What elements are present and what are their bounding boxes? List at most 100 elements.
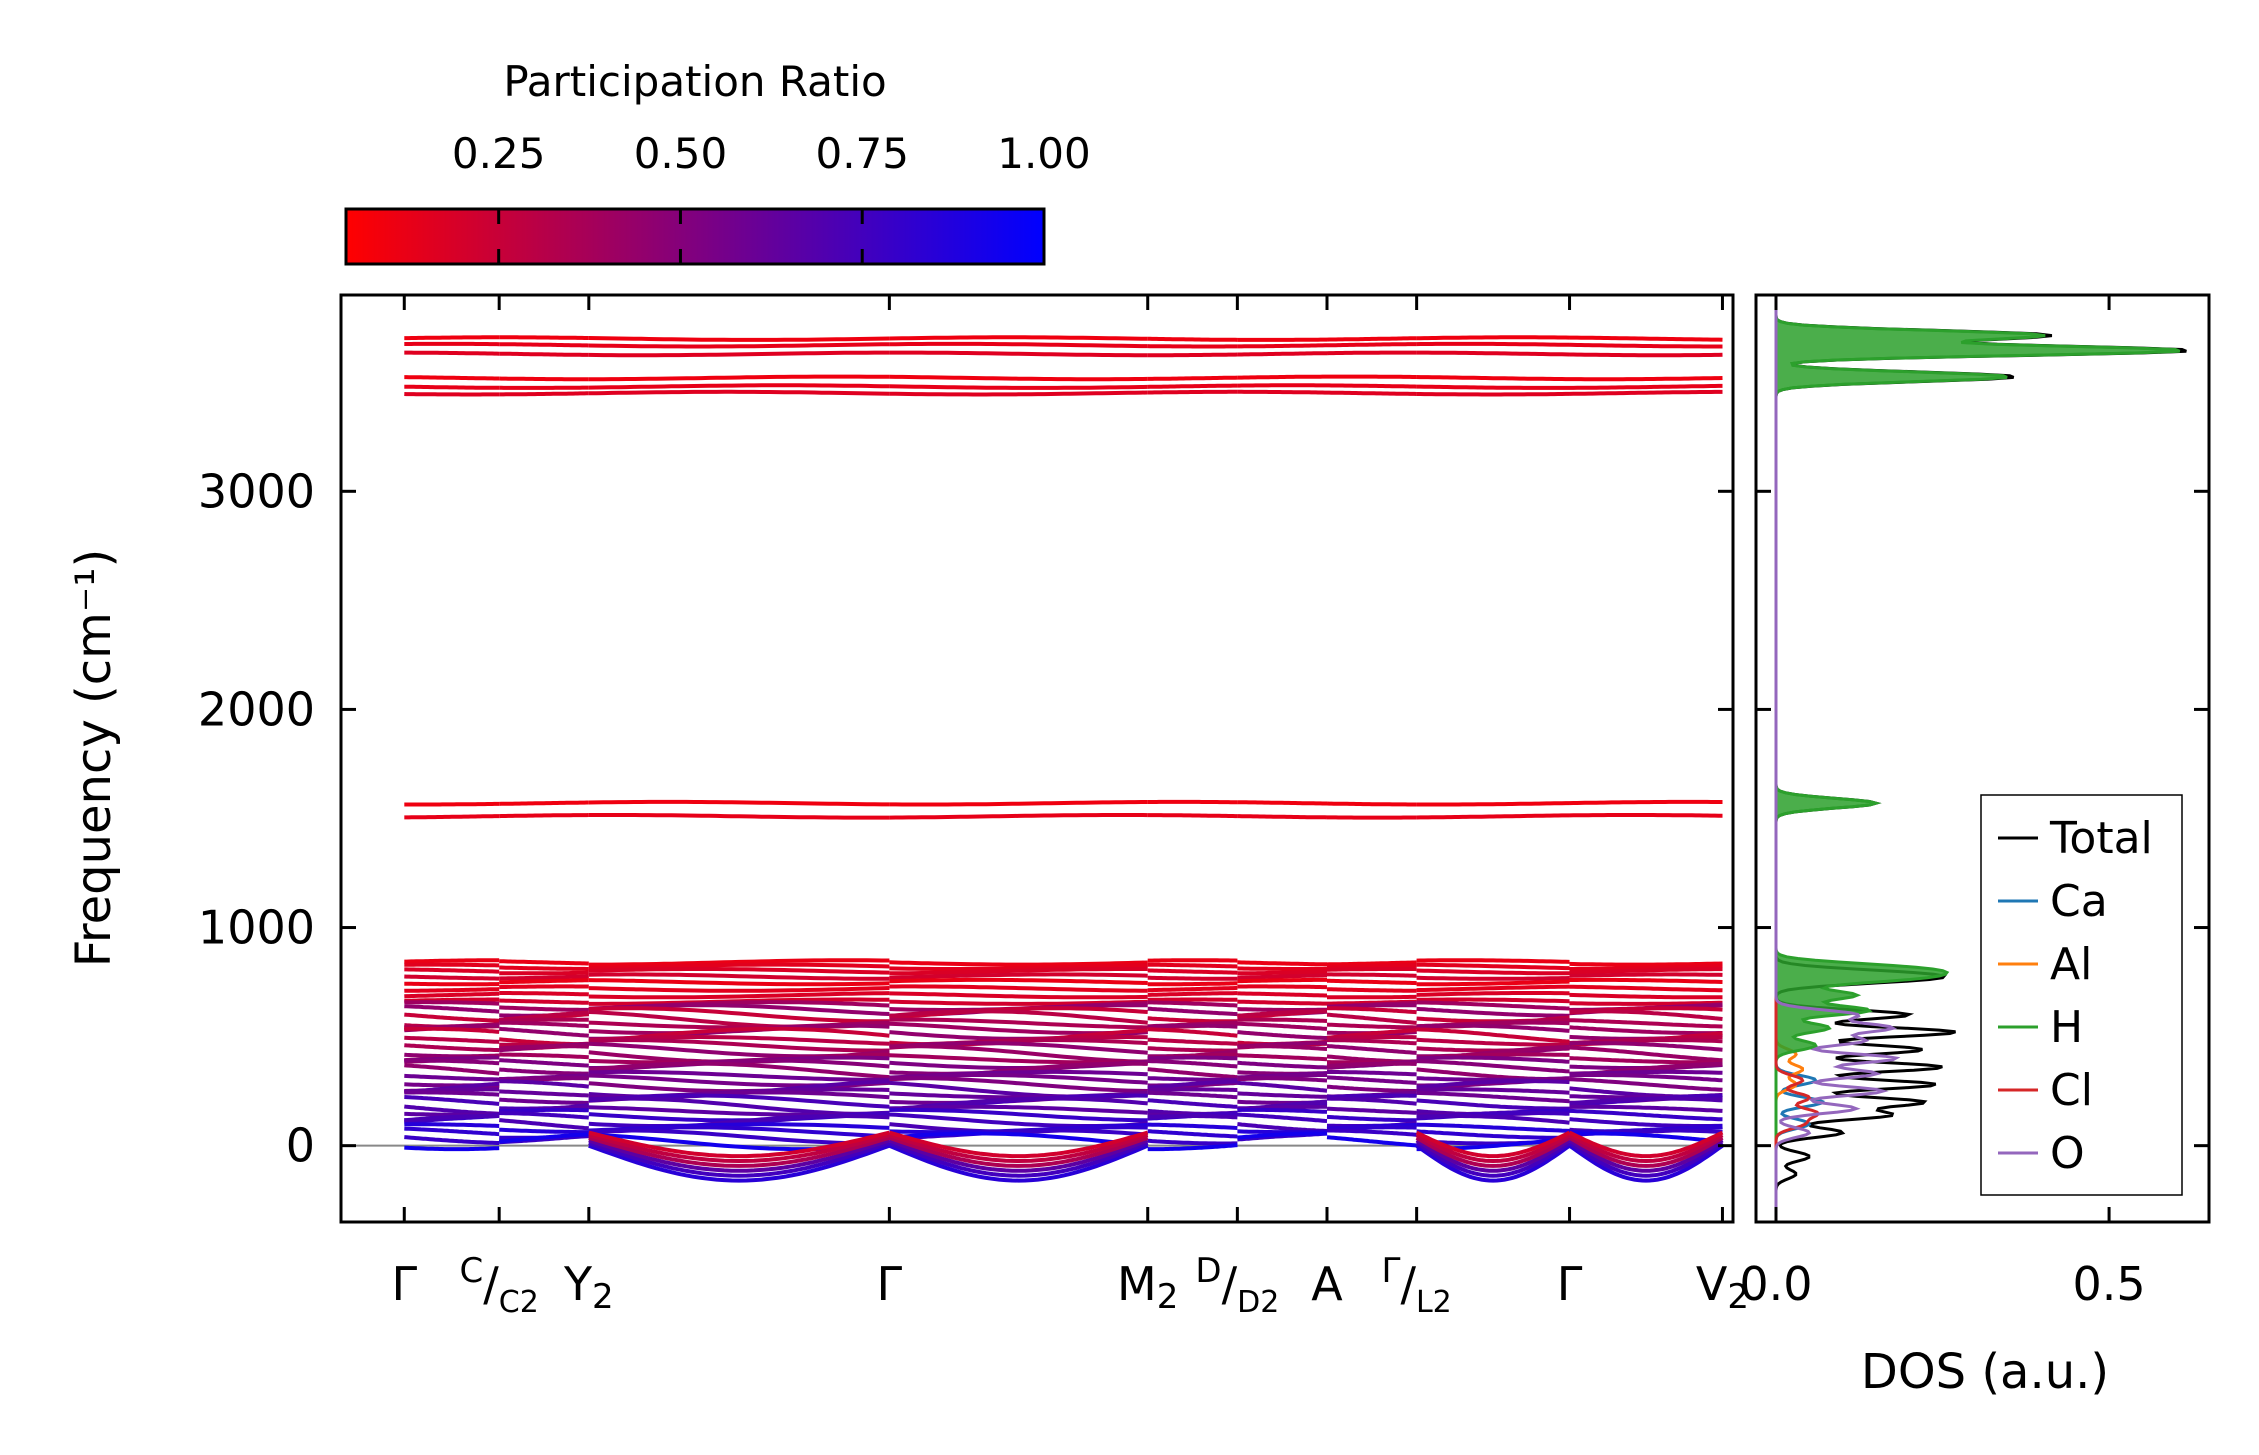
band-line — [499, 991, 589, 997]
kpoint-sub: D2 — [1237, 1285, 1279, 1320]
band-line — [1415, 1136, 1571, 1168]
dos-x-axis-label: DOS (a.u.) — [1861, 1344, 2109, 1400]
band-line — [1237, 1017, 1328, 1023]
band-line — [1569, 1131, 1723, 1144]
band-line — [1147, 1098, 1238, 1109]
band-line — [888, 1135, 1149, 1168]
colorbar-title: Participation Ratio — [503, 57, 886, 106]
band-line — [588, 1035, 890, 1046]
band-line — [1416, 1037, 1570, 1047]
band-line — [499, 1079, 589, 1089]
band-line — [1237, 1060, 1328, 1070]
band-line — [889, 1104, 1148, 1115]
band-line — [1416, 997, 1570, 1004]
dos-x-tick-label: 0.5 — [2072, 1257, 2145, 1311]
legend-label-o: O — [2050, 1128, 2085, 1179]
band-line — [1147, 1016, 1238, 1024]
band-line — [1147, 1059, 1238, 1069]
band-line — [1147, 352, 1238, 358]
band-line — [889, 1044, 1148, 1064]
band-line — [888, 1130, 1149, 1159]
band-line — [1416, 1122, 1570, 1133]
band-line — [889, 1073, 1148, 1085]
kpoint-subscript: 2 — [1727, 1277, 1749, 1317]
kpoint-label: Γ — [1557, 1257, 1583, 1311]
band-line — [1237, 1009, 1327, 1018]
band-line — [499, 1089, 589, 1098]
y-tick-label: 0 — [286, 1119, 315, 1173]
band-line — [1237, 343, 1327, 349]
band-line — [404, 350, 500, 356]
band-line — [1569, 342, 1723, 349]
band-line — [1569, 1045, 1723, 1063]
band-line — [499, 998, 589, 1005]
band-line — [1569, 813, 1723, 818]
band-line — [1237, 1080, 1328, 1093]
band-line — [1237, 1131, 1327, 1140]
band-line — [1147, 1037, 1238, 1046]
band-line — [588, 962, 890, 971]
band-line — [1147, 1076, 1238, 1082]
band-line — [1237, 800, 1327, 806]
band-line — [889, 813, 1148, 820]
band-line — [404, 814, 500, 820]
band-line — [1416, 975, 1570, 981]
band-line — [1147, 1138, 1238, 1146]
band-line — [1327, 967, 1417, 972]
band-line — [404, 1043, 500, 1053]
band-line — [1416, 1114, 1570, 1125]
kpoint-label: Y2 — [563, 1257, 614, 1317]
band-line — [588, 1069, 890, 1082]
band-line — [404, 1035, 500, 1044]
band-line — [404, 801, 500, 807]
band-line — [404, 1135, 500, 1145]
band-line — [1237, 960, 1327, 967]
legend-label-h: H — [2050, 1002, 2083, 1053]
kpoint-subscript: 2 — [1157, 1277, 1179, 1317]
y-tick-label: 2000 — [198, 682, 315, 736]
kpoint-main: V — [1696, 1257, 1728, 1311]
band-line — [1326, 963, 1417, 970]
kpoint-label: A — [1311, 1257, 1343, 1311]
band-line — [404, 1090, 500, 1097]
band-line — [1326, 1022, 1417, 1030]
band-line — [1147, 813, 1238, 819]
kpoint-slash: / — [1400, 1257, 1416, 1311]
band-line — [1568, 1130, 1724, 1159]
band-line — [404, 1026, 500, 1034]
band-line — [889, 972, 1148, 980]
band-line — [1416, 979, 1570, 987]
band-line — [1416, 1079, 1570, 1090]
band-line — [588, 1133, 890, 1164]
band-line — [1415, 1144, 1571, 1183]
band-line — [1327, 1038, 1417, 1046]
band-line — [1569, 1073, 1723, 1083]
band-line — [1569, 1104, 1723, 1113]
band-line — [588, 336, 890, 342]
dos-panel: 0.0 0.5 DOS (a.u.) Total Ca Al H Cl O — [1739, 293, 2211, 1400]
band-line — [588, 350, 890, 358]
band-line — [1415, 1133, 1571, 1164]
band-line — [499, 1132, 589, 1144]
band-line — [1147, 1090, 1238, 1100]
band-line — [588, 383, 890, 390]
band-line — [499, 959, 589, 966]
band-line — [1416, 962, 1570, 971]
band-line — [1326, 960, 1417, 967]
band-line — [499, 342, 589, 348]
colorbar-tick-label: 0.75 — [815, 129, 909, 178]
band-line — [1416, 1027, 1570, 1044]
band-line — [1416, 813, 1570, 820]
band-line — [889, 960, 1148, 967]
band-line — [889, 977, 1148, 985]
band-line — [1147, 1000, 1238, 1008]
band-line — [889, 384, 1148, 390]
band-line — [499, 1097, 589, 1105]
band-line — [1416, 391, 1570, 397]
band-line — [1569, 961, 1723, 967]
band-line — [588, 986, 890, 993]
band-line — [1147, 1027, 1238, 1038]
band-line — [499, 978, 589, 985]
band-line — [404, 974, 500, 981]
band-line — [404, 1004, 500, 1014]
